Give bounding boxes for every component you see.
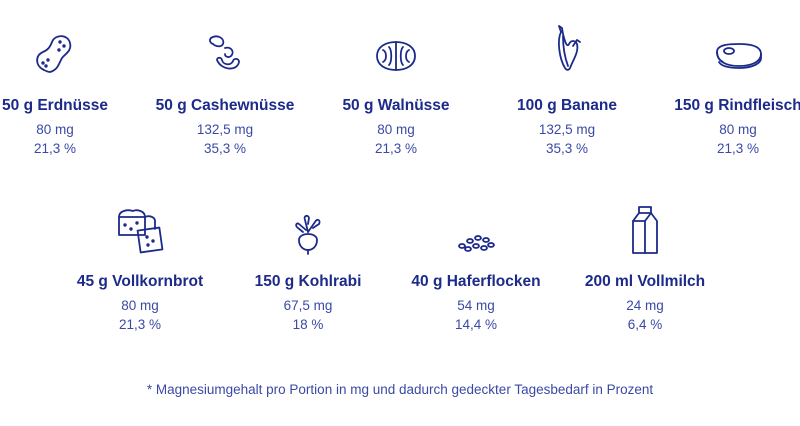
- oats-icon: [456, 232, 496, 254]
- item-mg: 67,5 mg: [283, 298, 333, 313]
- item-pct: 35,3 %: [203, 141, 247, 156]
- item-label: 45 g Vollkornbrot: [76, 273, 204, 290]
- item-mg: 132,5 mg: [196, 122, 254, 137]
- item-label: 150 g Kohlrabi: [254, 273, 362, 290]
- item-mg: 80 mg: [377, 122, 415, 137]
- banana-icon: [547, 22, 587, 74]
- item-pct: 21,3 %: [716, 141, 760, 156]
- item-pct: 21,3 %: [118, 317, 162, 332]
- walnut-icon: [373, 38, 419, 74]
- item-label: 100 g Banane: [517, 97, 617, 114]
- item-pct: 18 %: [292, 317, 324, 332]
- item-label: 40 g Haferflocken: [411, 273, 541, 290]
- item-mg: 24 mg: [626, 298, 664, 313]
- item-mg: 80 mg: [121, 298, 159, 313]
- footnote: * Magnesiumgehalt pro Portion in mg und …: [146, 382, 654, 397]
- steak-icon: [711, 38, 765, 72]
- item-mg: 80 mg: [36, 122, 74, 137]
- item-pct: 14,4 %: [454, 317, 498, 332]
- item-label: 50 g Cashewnüsse: [155, 97, 295, 114]
- item-pct: 21,3 %: [374, 141, 418, 156]
- item-mg: 80 mg: [719, 122, 757, 137]
- item-pct: 6,4 %: [627, 317, 663, 332]
- milk-carton-icon: [629, 203, 661, 257]
- bread-icon: [113, 205, 167, 255]
- item-label: 150 g Rindfleisch: [674, 97, 800, 114]
- kohlrabi-icon: [291, 212, 325, 256]
- item-label: 50 g Walnüsse: [342, 97, 450, 114]
- item-pct: 21,3 %: [33, 141, 77, 156]
- cashew-icon: [203, 30, 247, 74]
- item-label: 200 ml Vollmilch: [584, 273, 706, 290]
- item-mg: 132,5 mg: [538, 122, 596, 137]
- item-mg: 54 mg: [457, 298, 495, 313]
- item-label: 50 g Erdnüsse: [2, 97, 108, 114]
- peanut-icon: [30, 30, 80, 80]
- item-pct: 35,3 %: [545, 141, 589, 156]
